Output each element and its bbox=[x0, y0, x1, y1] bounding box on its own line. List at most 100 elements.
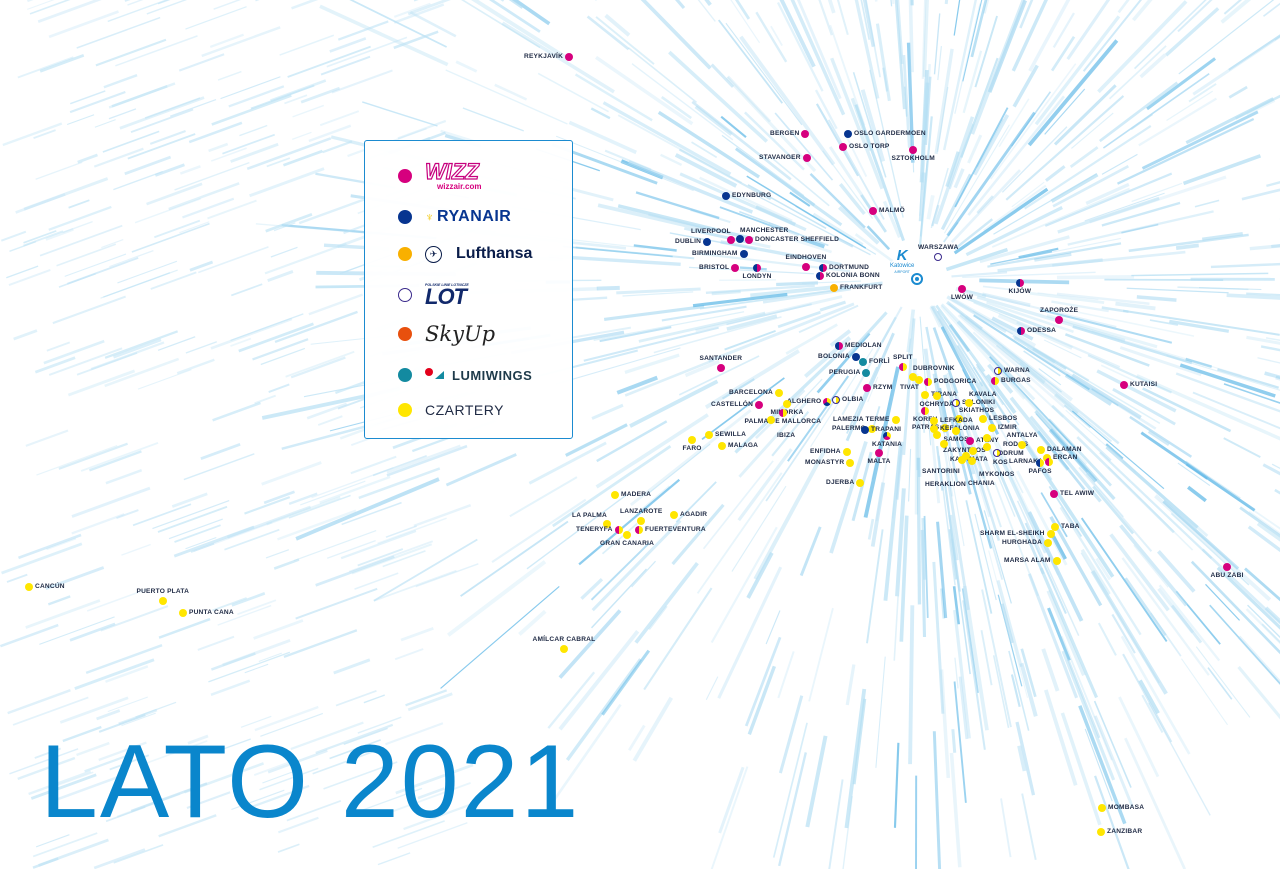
destination-marker[interactable] bbox=[952, 399, 960, 407]
destination-marker[interactable] bbox=[731, 264, 739, 272]
destination-marker[interactable] bbox=[958, 456, 966, 464]
destination-marker[interactable] bbox=[993, 449, 1001, 457]
destination-marker[interactable] bbox=[802, 263, 810, 271]
destination-marker[interactable] bbox=[611, 491, 619, 499]
destination-marker[interactable] bbox=[934, 253, 942, 261]
destination-marker[interactable] bbox=[718, 442, 726, 450]
destination-marker[interactable] bbox=[962, 452, 970, 460]
destination-marker[interactable] bbox=[560, 645, 568, 653]
destination-marker[interactable] bbox=[1120, 381, 1128, 389]
destination-marker[interactable] bbox=[736, 235, 744, 243]
destination-marker[interactable] bbox=[816, 272, 824, 280]
destination-marker[interactable] bbox=[1036, 459, 1044, 467]
destination-marker[interactable] bbox=[969, 447, 977, 455]
destination-marker[interactable] bbox=[830, 284, 838, 292]
destination-marker[interactable] bbox=[968, 457, 976, 465]
destination-marker[interactable] bbox=[861, 426, 869, 434]
destination-marker[interactable] bbox=[909, 146, 917, 154]
destination-marker[interactable] bbox=[941, 424, 949, 432]
destination-marker[interactable] bbox=[1018, 441, 1026, 449]
destination-marker[interactable] bbox=[25, 583, 33, 591]
destination-marker[interactable] bbox=[1053, 557, 1061, 565]
destination-marker[interactable] bbox=[892, 416, 900, 424]
destination-marker[interactable] bbox=[565, 53, 573, 61]
destination-marker[interactable] bbox=[635, 526, 643, 534]
destination-marker[interactable] bbox=[883, 432, 891, 440]
destination-marker[interactable] bbox=[921, 407, 929, 415]
destination-marker[interactable] bbox=[823, 398, 831, 406]
destination-marker[interactable] bbox=[1045, 458, 1053, 466]
destination-marker[interactable] bbox=[740, 250, 748, 258]
destination-marker[interactable] bbox=[862, 369, 870, 377]
destination-marker[interactable] bbox=[991, 377, 999, 385]
destination-marker[interactable] bbox=[705, 431, 713, 439]
destination-marker[interactable] bbox=[832, 396, 840, 404]
destination-marker[interactable] bbox=[727, 236, 735, 244]
destination-marker[interactable] bbox=[1051, 523, 1059, 531]
destination-marker[interactable] bbox=[722, 192, 730, 200]
destination-marker[interactable] bbox=[1098, 804, 1106, 812]
destination-marker[interactable] bbox=[965, 399, 973, 407]
destination-marker[interactable] bbox=[868, 425, 876, 433]
destination-marker[interactable] bbox=[988, 424, 996, 432]
destination-marker[interactable] bbox=[1050, 490, 1058, 498]
destination-marker[interactable] bbox=[803, 154, 811, 162]
destination-marker[interactable] bbox=[179, 609, 187, 617]
destination-marker[interactable] bbox=[1044, 539, 1052, 547]
destination-marker[interactable] bbox=[983, 443, 991, 451]
destination-marker[interactable] bbox=[933, 392, 941, 400]
destination-marker[interactable] bbox=[852, 353, 860, 361]
destination-marker[interactable] bbox=[1016, 279, 1024, 287]
destination-marker[interactable] bbox=[779, 409, 787, 417]
destination-marker[interactable] bbox=[670, 511, 678, 519]
destination-marker[interactable] bbox=[637, 517, 645, 525]
destination-marker[interactable] bbox=[875, 449, 883, 457]
destination-marker[interactable] bbox=[1047, 530, 1055, 538]
destination-marker[interactable] bbox=[1037, 446, 1045, 454]
destination-marker[interactable] bbox=[924, 378, 932, 386]
destination-marker[interactable] bbox=[930, 417, 938, 425]
destination-marker[interactable] bbox=[856, 479, 864, 487]
destination-marker[interactable] bbox=[859, 358, 867, 366]
destination-marker[interactable] bbox=[623, 531, 631, 539]
destination-marker[interactable] bbox=[801, 130, 809, 138]
destination-marker[interactable] bbox=[603, 520, 611, 528]
destination-marker[interactable] bbox=[899, 363, 907, 371]
destination-marker[interactable] bbox=[767, 416, 775, 424]
destination-marker[interactable] bbox=[745, 236, 753, 244]
destination-marker[interactable] bbox=[819, 264, 827, 272]
destination-marker[interactable] bbox=[839, 143, 847, 151]
destination-marker[interactable] bbox=[933, 431, 941, 439]
destination-marker[interactable] bbox=[966, 437, 974, 445]
destination-marker[interactable] bbox=[844, 130, 852, 138]
destination-marker[interactable] bbox=[994, 367, 1002, 375]
destination-marker[interactable] bbox=[1055, 316, 1063, 324]
destination-marker[interactable] bbox=[915, 376, 923, 384]
destination-marker[interactable] bbox=[921, 391, 929, 399]
destination-marker[interactable] bbox=[952, 427, 960, 435]
destination-marker[interactable] bbox=[955, 415, 963, 423]
destination-marker[interactable] bbox=[717, 364, 725, 372]
destination-marker[interactable] bbox=[835, 342, 843, 350]
destination-marker[interactable] bbox=[843, 448, 851, 456]
destination-marker[interactable] bbox=[783, 400, 791, 408]
destination-marker[interactable] bbox=[846, 459, 854, 467]
destination-marker[interactable] bbox=[869, 207, 877, 215]
destination-marker[interactable] bbox=[863, 384, 871, 392]
destination-marker[interactable] bbox=[1097, 828, 1105, 836]
destination-marker[interactable] bbox=[909, 373, 917, 381]
destination-marker[interactable] bbox=[958, 285, 966, 293]
destination-marker[interactable] bbox=[688, 436, 696, 444]
destination-marker[interactable] bbox=[940, 440, 948, 448]
destination-marker[interactable] bbox=[615, 526, 623, 534]
destination-marker[interactable] bbox=[1017, 327, 1025, 335]
katowice-hub-marker[interactable] bbox=[911, 273, 923, 285]
destination-marker[interactable] bbox=[979, 415, 987, 423]
destination-marker[interactable] bbox=[930, 425, 938, 433]
destination-marker[interactable] bbox=[703, 238, 711, 246]
destination-marker[interactable] bbox=[755, 401, 763, 409]
destination-marker[interactable] bbox=[753, 264, 761, 272]
destination-marker[interactable] bbox=[159, 597, 167, 605]
destination-marker[interactable] bbox=[775, 389, 783, 397]
destination-marker[interactable] bbox=[983, 434, 991, 442]
